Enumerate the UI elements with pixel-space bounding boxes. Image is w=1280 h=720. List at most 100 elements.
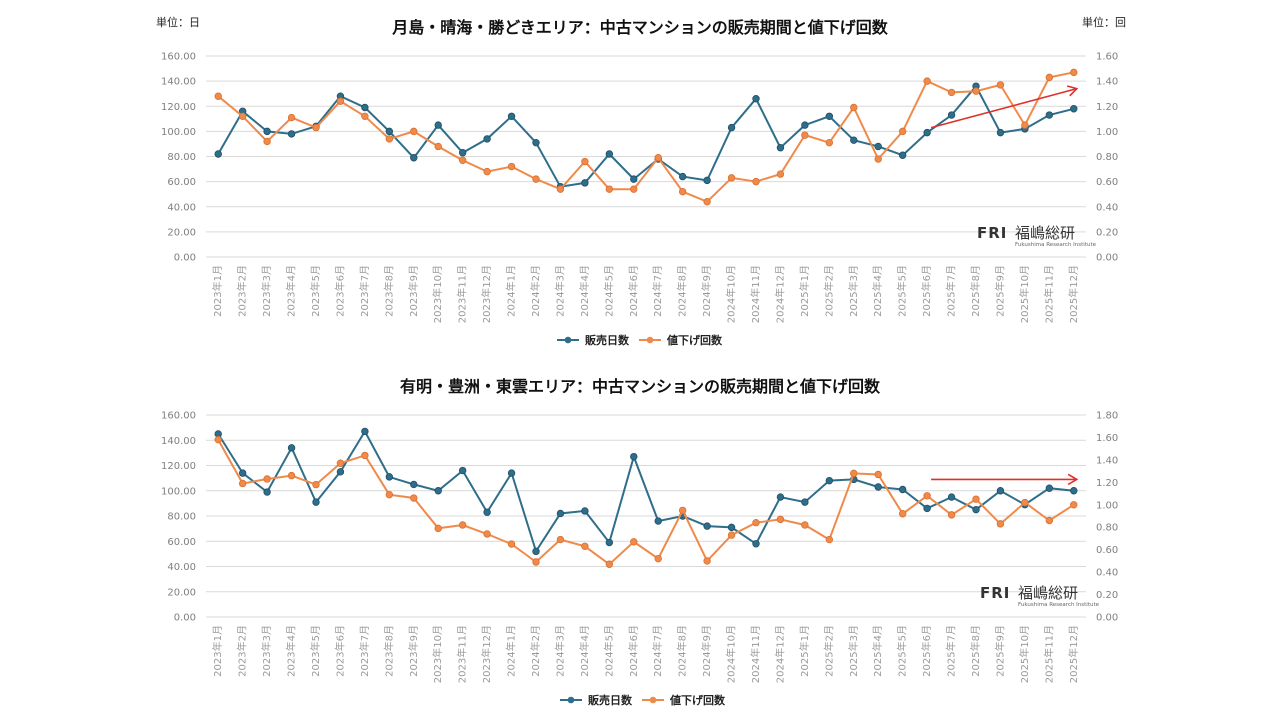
data-point [727, 531, 736, 539]
data-point [581, 157, 589, 166]
x-tick-label: 2024年4月 [578, 625, 591, 677]
data-point [898, 151, 907, 159]
y-left-tick-label: 120.00 [161, 102, 196, 113]
series-line-price-cuts [217, 71, 1075, 203]
y-left-tick-label: 100.00 [161, 486, 196, 497]
data-point [1070, 487, 1078, 495]
data-point [361, 427, 369, 436]
y-left-tick-label: 80.00 [167, 152, 196, 163]
y-left-tick-label: 0.00 [174, 253, 196, 264]
data-point [361, 103, 369, 112]
y-left-tick-label: 20.00 [167, 227, 196, 238]
data-point [703, 522, 711, 530]
data-point [532, 175, 540, 183]
data-point [410, 494, 418, 502]
logo-name: 福嶋総研 [1015, 224, 1075, 242]
trend-arrow-line [930, 87, 1077, 129]
data-point [458, 521, 467, 529]
data-point [507, 469, 516, 477]
data-point [605, 185, 614, 193]
x-tick-label: 2024年11月 [749, 265, 762, 323]
chart-1-title: 月島・晴海・勝どきエリア：中古マンションの販売期間と値下げ回数 [392, 18, 888, 37]
data-point [752, 519, 760, 527]
x-tick-label: 2025年11月 [1042, 265, 1055, 323]
y-right-tick-label: 0.60 [1096, 177, 1118, 188]
data-point [434, 142, 442, 151]
data-point [874, 142, 882, 151]
x-tick-label: 2023年11月 [456, 625, 469, 683]
legend-label: 値下げ回数 [666, 333, 723, 347]
x-tick-label: 2023年7月 [358, 625, 371, 677]
x-tick-label: 2023年12月 [480, 625, 493, 683]
data-point [483, 508, 491, 516]
legend-label: 販売日数 [588, 693, 633, 707]
data-point [947, 88, 956, 97]
y-right-tick-label: 0.80 [1096, 152, 1118, 163]
x-tick-label: 2023年1月 [211, 265, 224, 317]
data-point [801, 121, 809, 129]
x-tick-label: 2024年11月 [749, 625, 762, 683]
data-point [947, 511, 956, 519]
y-right-tick-label: 1.20 [1096, 102, 1118, 113]
x-tick-label: 2024年9月 [700, 625, 713, 677]
x-tick-label: 2023年9月 [407, 625, 420, 677]
data-point [312, 498, 320, 506]
chart-1: 月島・晴海・勝どきエリア：中古マンションの販売期間と値下げ回数 単位：日 単位：… [156, 16, 1126, 347]
y-right-tick-label: 1.40 [1096, 455, 1118, 466]
y-left-tick-label: 60.00 [167, 177, 196, 188]
x-tick-label: 2023年4月 [285, 265, 298, 317]
data-point [507, 162, 516, 171]
data-point [605, 538, 614, 547]
data-point [654, 554, 662, 563]
y-right-tick-label: 0.20 [1096, 227, 1118, 238]
data-point [752, 540, 760, 548]
x-tick-label: 2025年7月 [945, 265, 958, 317]
y-right-tick-label: 0.60 [1096, 545, 1118, 556]
data-point [898, 127, 907, 136]
y-right-tick-label: 1.60 [1096, 433, 1118, 444]
data-point [654, 154, 662, 162]
data-point [996, 81, 1005, 89]
data-point [923, 504, 931, 513]
data-point [336, 468, 345, 476]
x-tick-label: 2024年7月 [651, 625, 664, 677]
data-point [483, 530, 491, 538]
data-point [825, 138, 834, 147]
x-tick-label: 2023年9月 [407, 265, 420, 317]
y-right-tick-label: 1.40 [1096, 77, 1118, 88]
y-left-tick-label: 20.00 [167, 587, 196, 598]
data-point [825, 535, 834, 544]
data-point [630, 538, 638, 546]
data-point [556, 509, 565, 518]
data-point [238, 479, 247, 488]
trend-arrow-head [1067, 473, 1079, 486]
x-tick-label: 2025年5月 [896, 265, 909, 317]
x-tick-label: 2024年7月 [651, 265, 664, 317]
data-point [385, 135, 394, 143]
data-point [458, 156, 467, 164]
data-point [1070, 105, 1078, 113]
y-left-tick-label: 40.00 [167, 202, 196, 213]
data-point [483, 135, 491, 143]
x-tick-label: 2024年10月 [725, 625, 738, 683]
x-tick-label: 2024年12月 [773, 265, 786, 323]
data-point [336, 97, 345, 105]
data-point [336, 459, 345, 467]
data-point [581, 542, 589, 550]
data-point [678, 187, 687, 196]
data-point [776, 515, 785, 524]
data-point [727, 174, 736, 182]
data-point [214, 435, 222, 444]
x-tick-label: 2024年6月 [627, 625, 640, 677]
chart-2-plot: 0.00 20.00 40.00 60.00 80.00 100.00 120.00 140.… [161, 411, 1118, 708]
x-tick-label: 2024年2月 [529, 265, 542, 317]
data-point [947, 493, 956, 501]
data-point [972, 87, 980, 95]
x-tick-label: 2025年9月 [993, 625, 1006, 677]
y-right-tick-label: 0.40 [1096, 202, 1118, 213]
x-tick-label: 2023年2月 [236, 265, 249, 317]
x-tick-label: 2023年6月 [333, 625, 346, 677]
y-left-tick-label: 60.00 [167, 537, 196, 548]
x-tick-label: 2023年11月 [456, 265, 469, 323]
data-point [752, 95, 760, 103]
